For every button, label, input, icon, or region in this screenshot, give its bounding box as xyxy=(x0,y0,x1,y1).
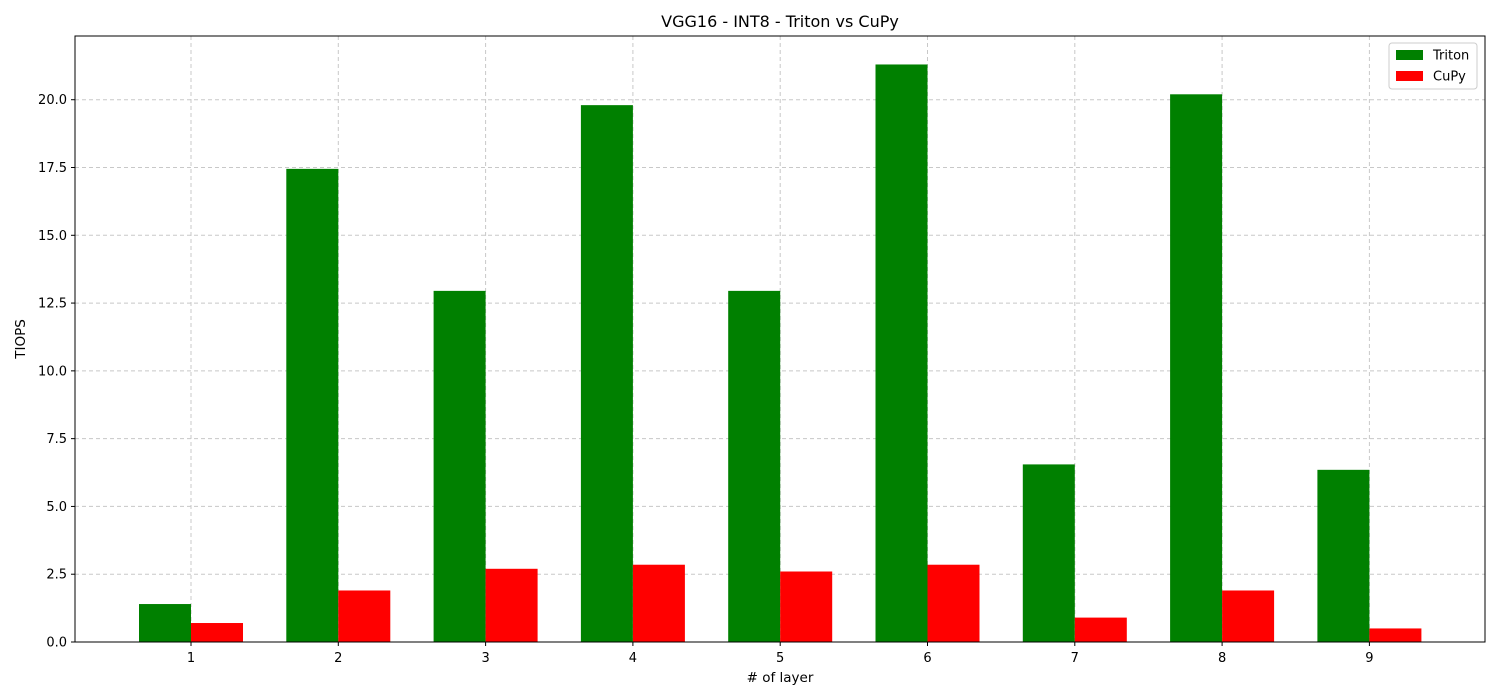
bar-cupy-6 xyxy=(927,564,980,642)
bar-triton-7 xyxy=(1022,464,1075,642)
legend-swatch-triton xyxy=(1396,50,1423,60)
y-tick-label: 2.5 xyxy=(46,568,67,583)
x-tick-label: 5 xyxy=(776,651,784,666)
x-tick-label: 6 xyxy=(923,651,931,666)
y-tick-label: 12.5 xyxy=(38,297,67,312)
bar-cupy-1 xyxy=(191,623,243,642)
x-tick-label: 8 xyxy=(1218,651,1226,666)
x-tick-label: 2 xyxy=(334,651,342,666)
bars xyxy=(139,64,1422,643)
bar-cupy-9 xyxy=(1369,628,1422,642)
y-tick-label: 17.5 xyxy=(38,161,67,176)
y-tick-label: 15.0 xyxy=(38,229,67,244)
y-axis-ticks: 0.0 2.5 5.0 7.5 10.0 12.5 15.0 17.5 20.0 xyxy=(38,93,75,651)
y-tick-label: 0.0 xyxy=(46,636,67,651)
legend-label-cupy: CuPy xyxy=(1433,70,1466,85)
x-tick-label: 4 xyxy=(629,651,637,666)
y-tick-label: 10.0 xyxy=(38,364,67,379)
bar-triton-4 xyxy=(580,105,633,643)
bar-triton-5 xyxy=(728,290,781,642)
bar-triton-3 xyxy=(433,290,486,642)
bar-cupy-3 xyxy=(485,568,538,642)
legend-label-triton: Triton xyxy=(1432,49,1469,64)
x-axis-ticks: 1 2 3 4 5 6 7 8 9 xyxy=(187,642,1374,666)
bar-triton-9 xyxy=(1317,469,1370,642)
y-tick-label: 7.5 xyxy=(46,432,67,447)
x-tick-label: 1 xyxy=(187,651,195,666)
bar-cupy-8 xyxy=(1222,590,1275,642)
bar-triton-8 xyxy=(1170,94,1223,643)
y-axis-label: TIOPS xyxy=(13,319,29,360)
bar-cupy-5 xyxy=(780,571,833,642)
bar-cupy-7 xyxy=(1074,617,1127,642)
bar-triton-1 xyxy=(139,604,191,642)
legend-swatch-cupy xyxy=(1396,71,1423,81)
x-tick-label: 9 xyxy=(1365,651,1373,666)
y-tick-label: 5.0 xyxy=(46,500,67,515)
legend: Triton CuPy xyxy=(1388,42,1478,90)
x-tick-label: 3 xyxy=(481,651,489,666)
bar-cupy-4 xyxy=(632,564,685,642)
bar-triton-6 xyxy=(875,64,928,643)
bar-cupy-2 xyxy=(338,590,391,642)
chart-title: VGG16 - INT8 - Triton vs CuPy xyxy=(661,12,899,31)
x-axis-label: # of layer xyxy=(747,670,814,686)
y-tick-label: 20.0 xyxy=(38,93,67,108)
x-tick-label: 7 xyxy=(1071,651,1079,666)
bar-triton-2 xyxy=(286,168,339,642)
